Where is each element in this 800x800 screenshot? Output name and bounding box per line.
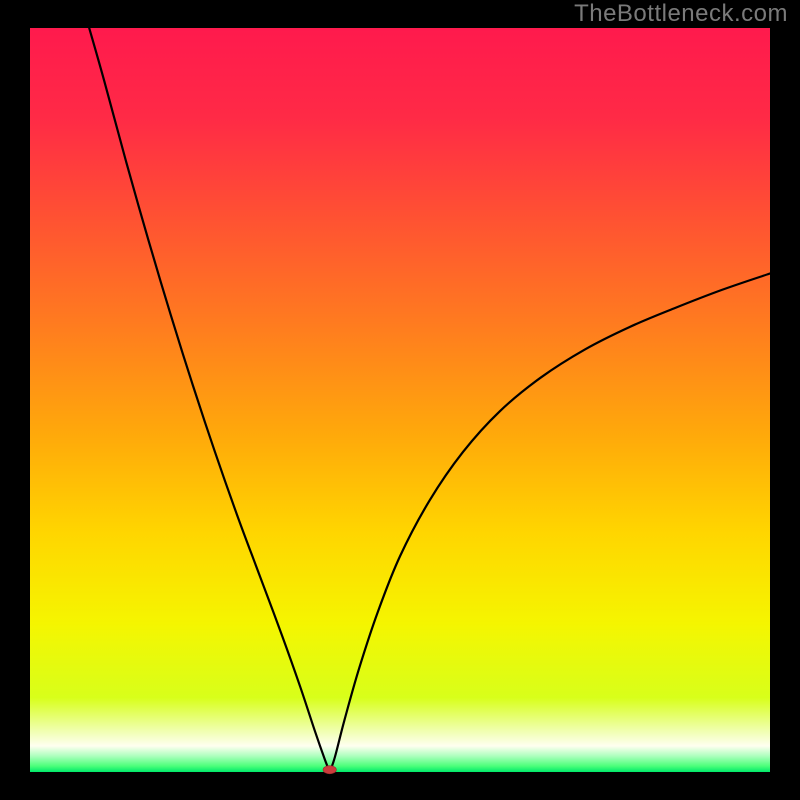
plot-outer (0, 0, 800, 800)
watermark-text: TheBottleneck.com (574, 0, 788, 28)
bottleneck-curve-chart (0, 0, 800, 800)
chart-container: TheBottleneck.com (0, 0, 800, 800)
plot-gradient-bg (30, 28, 770, 772)
optimum-marker (323, 766, 336, 774)
